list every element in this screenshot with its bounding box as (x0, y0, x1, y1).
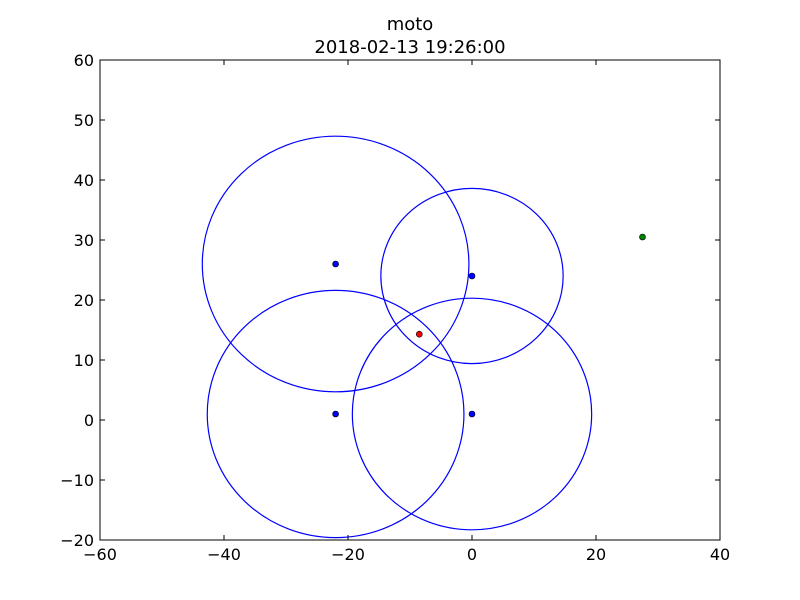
plot-frame (99, 59, 721, 541)
y-tick-label: 0 (84, 411, 94, 430)
y-tick-label: 20 (74, 291, 94, 310)
y-tick-label: 60 (74, 51, 94, 70)
chart-subtitle: 2018-02-13 19:26:00 (314, 37, 505, 58)
x-tick-label: −20 (331, 545, 365, 564)
range-circle-2 (380, 187, 564, 365)
data-point-s1-3 (332, 410, 339, 418)
data-point-s3-1 (639, 233, 646, 241)
y-tick-label: 30 (74, 231, 94, 250)
x-tick-label: −40 (207, 545, 241, 564)
data-point-s1-2 (468, 272, 476, 280)
x-tick-label: 40 (710, 545, 730, 564)
y-tick-label: 50 (74, 111, 94, 130)
data-point-s1-1 (332, 260, 339, 268)
x-tick-label: 20 (586, 545, 606, 564)
range-circle-3 (206, 289, 465, 539)
x-tick-label: −60 (83, 545, 117, 564)
x-tick-label: 0 (467, 545, 477, 564)
plot-area (201, 135, 646, 539)
chart-title: moto (387, 14, 434, 35)
range-circle-4 (351, 297, 593, 531)
y-tick-label: −10 (60, 471, 94, 490)
range-circle-1 (201, 135, 470, 393)
y-tick-label: 40 (74, 171, 94, 190)
data-point-s2-1 (415, 330, 423, 338)
axis-ticks: −60 −40 −20 0 20 40 −20 −10 0 10 20 30 40 50 60 (60, 51, 730, 564)
data-point-s1-4 (468, 410, 476, 418)
y-tick-label: 10 (74, 351, 94, 370)
y-tick-label: −20 (60, 531, 94, 550)
